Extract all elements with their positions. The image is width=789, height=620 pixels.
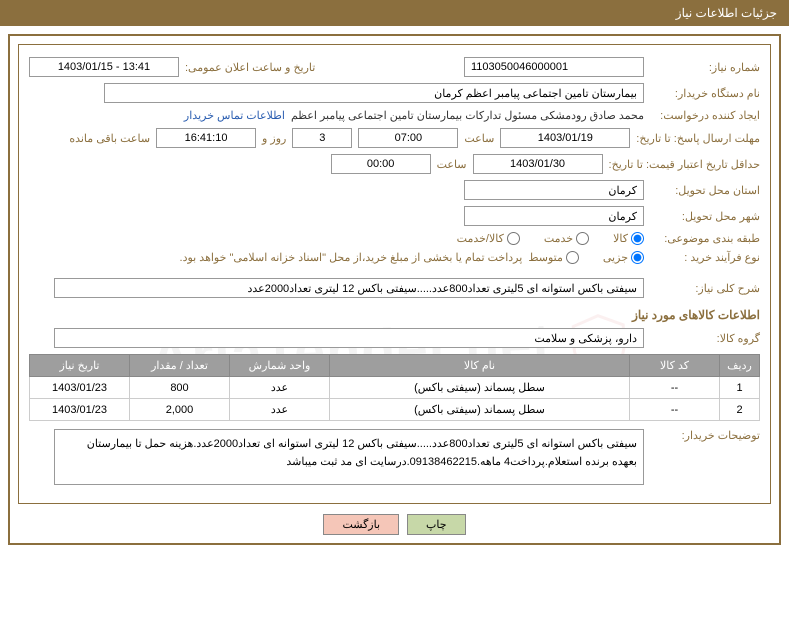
table-cell: 2 (720, 399, 760, 421)
table-cell: عدد (230, 377, 330, 399)
general-desc-field[interactable] (54, 278, 644, 298)
city-field[interactable] (464, 206, 644, 226)
button-row: چاپ بازگشت (18, 514, 771, 535)
time-label-2: ساعت (437, 158, 467, 171)
category-option[interactable]: خدمت (544, 232, 589, 245)
category-radio[interactable] (576, 232, 589, 245)
table-cell: -- (630, 399, 720, 421)
general-desc-label: شرح کلی نیاز: (650, 282, 760, 295)
purchase-option[interactable]: متوسط (528, 251, 579, 264)
days-label: روز و (262, 132, 286, 145)
price-validity-label: حداقل تاریخ اعتبار قیمت: تا تاریخ: (609, 158, 760, 171)
table-cell: 1403/01/23 (30, 399, 130, 421)
category-radios: کالا خدمت کالا/خدمت (457, 232, 644, 245)
back-button[interactable]: بازگشت (323, 514, 399, 535)
outer-frame: AriaTender.net شماره نیاز: تاریخ و ساعت … (8, 34, 781, 545)
goods-table: ردیفکد کالانام کالاواحد شمارشتعداد / مقد… (29, 354, 760, 421)
table-header: واحد شمارش (230, 355, 330, 377)
buyer-org-field[interactable] (104, 83, 644, 103)
table-cell: سطل پسماند (سیفتی باکس) (330, 399, 630, 421)
print-button[interactable]: چاپ (407, 514, 466, 535)
price-date-field[interactable] (473, 154, 603, 174)
buyer-org-label: نام دستگاه خریدار: (650, 87, 760, 100)
remaining-label: ساعت باقی مانده (69, 132, 150, 145)
page-header: جزئیات اطلاعات نیاز (0, 0, 789, 26)
remaining-field[interactable] (156, 128, 256, 148)
table-header: تعداد / مقدار (130, 355, 230, 377)
buyer-notes-label: توضیحات خریدار: (650, 429, 760, 442)
need-number-label: شماره نیاز: (650, 61, 760, 74)
announce-date-label: تاریخ و ساعت اعلان عمومی: (185, 61, 315, 74)
table-cell: 2,000 (130, 399, 230, 421)
days-field[interactable] (292, 128, 352, 148)
announce-date-field[interactable] (29, 57, 179, 77)
table-cell: عدد (230, 399, 330, 421)
purchase-radio[interactable] (566, 251, 579, 264)
province-label: استان محل تحویل: (650, 184, 760, 197)
category-option[interactable]: کالا/خدمت (457, 232, 520, 245)
time-label-1: ساعت (464, 132, 494, 145)
goods-info-title: اطلاعات کالاهای مورد نیاز (29, 308, 760, 322)
table-header: نام کالا (330, 355, 630, 377)
response-deadline-label: مهلت ارسال پاسخ: تا تاریخ: (636, 132, 760, 145)
buyer-notes-box[interactable]: سیفتی باکس استوانه ای 5لیتری تعداد800عدد… (54, 429, 644, 485)
goods-group-field[interactable] (54, 328, 644, 348)
requester-label: ایجاد کننده درخواست: (650, 109, 760, 122)
purchase-type-label: نوع فرآیند خرید : (650, 251, 760, 264)
contact-link[interactable]: اطلاعات تماس خریدار (184, 109, 285, 122)
purchase-option[interactable]: جزیی (603, 251, 644, 264)
table-header: کد کالا (630, 355, 720, 377)
purchase-note: پرداخت تمام یا بخشی از مبلغ خرید،از محل … (180, 251, 523, 264)
table-cell: -- (630, 377, 720, 399)
inner-frame: شماره نیاز: تاریخ و ساعت اعلان عمومی: نا… (18, 44, 771, 504)
table-cell: 1 (720, 377, 760, 399)
province-field[interactable] (464, 180, 644, 200)
response-date-field[interactable] (500, 128, 630, 148)
city-label: شهر محل تحویل: (650, 210, 760, 223)
table-header: ردیف (720, 355, 760, 377)
table-header: تاریخ نیاز (30, 355, 130, 377)
category-radio[interactable] (507, 232, 520, 245)
need-number-field[interactable] (464, 57, 644, 77)
table-cell: 1403/01/23 (30, 377, 130, 399)
purchase-radio[interactable] (631, 251, 644, 264)
table-row: 1--سطل پسماند (سیفتی باکس)عدد8001403/01/… (30, 377, 760, 399)
price-time-field[interactable] (331, 154, 431, 174)
purchase-type-radios: جزیی متوسط (528, 251, 644, 264)
category-radio[interactable] (631, 232, 644, 245)
category-option[interactable]: کالا (613, 232, 644, 245)
header-title: جزئیات اطلاعات نیاز (676, 6, 777, 20)
table-cell: 800 (130, 377, 230, 399)
response-time-field[interactable] (358, 128, 458, 148)
category-label: طبقه بندی موضوعی: (650, 232, 760, 245)
goods-group-label: گروه کالا: (650, 332, 760, 345)
table-cell: سطل پسماند (سیفتی باکس) (330, 377, 630, 399)
table-row: 2--سطل پسماند (سیفتی باکس)عدد2,0001403/0… (30, 399, 760, 421)
requester-value: محمد صادق رودمشکی مسئول تدارکات بیمارستا… (291, 109, 644, 122)
